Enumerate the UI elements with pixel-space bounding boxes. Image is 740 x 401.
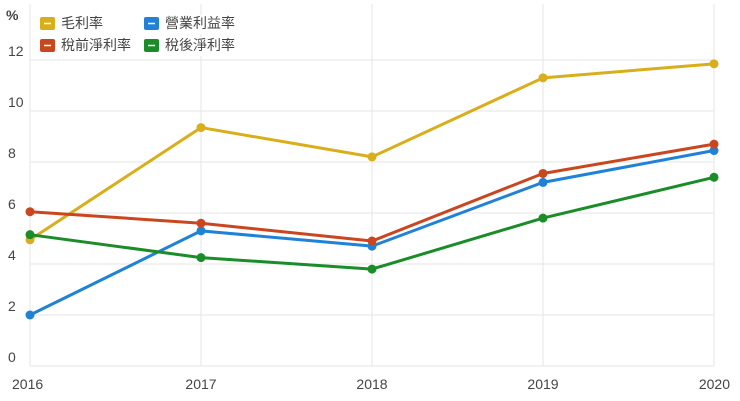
- x-tick-label: 2020: [699, 376, 730, 392]
- legend-label: 毛利率: [61, 15, 103, 32]
- legend-item-bg: [140, 37, 240, 56]
- data-point[interactable]: [25, 230, 35, 240]
- legend-item-bg: [36, 15, 136, 34]
- legend-item-bg: [140, 15, 240, 34]
- legend-item[interactable]: 毛利率: [36, 15, 136, 34]
- legend-item-bg: [36, 37, 136, 56]
- data-point[interactable]: [196, 226, 206, 236]
- data-point[interactable]: [367, 264, 377, 274]
- data-point[interactable]: [538, 213, 548, 223]
- data-point[interactable]: [538, 177, 548, 187]
- data-point[interactable]: [25, 207, 35, 217]
- series-3: [25, 139, 719, 246]
- legend-label: 稅前淨利率: [61, 37, 131, 54]
- data-point[interactable]: [709, 172, 719, 182]
- series-layer: [25, 59, 719, 320]
- data-point[interactable]: [709, 146, 719, 156]
- axis-layer: % 0 2 4 6 8 10 12 2016 2017 2018 2019 2020: [6, 7, 730, 392]
- data-point[interactable]: [196, 218, 206, 228]
- x-tick-label: 2017: [185, 376, 216, 392]
- data-point[interactable]: [367, 236, 377, 246]
- data-point[interactable]: [709, 59, 719, 69]
- series-4: [25, 172, 719, 274]
- data-point[interactable]: [538, 168, 548, 178]
- x-tick-label: 2018: [356, 376, 387, 392]
- legend-label: 營業利益率: [165, 15, 235, 32]
- y-axis-unit-label: %: [6, 7, 19, 23]
- grid-layer: [29, 4, 715, 367]
- data-point[interactable]: [709, 139, 719, 149]
- data-point[interactable]: [25, 310, 35, 320]
- data-point[interactable]: [538, 73, 548, 83]
- legend-item[interactable]: 營業利益率: [140, 15, 240, 34]
- legend-item[interactable]: 稅前淨利率: [36, 37, 136, 56]
- y-tick-label: 0: [8, 349, 16, 365]
- x-tick-label: 2019: [527, 376, 558, 392]
- legend-label: 稅後淨利率: [165, 37, 235, 54]
- y-tick-label: 10: [8, 94, 24, 110]
- y-tick-label: 4: [8, 247, 16, 263]
- y-tick-label: 8: [8, 145, 16, 161]
- data-point[interactable]: [367, 152, 377, 162]
- data-point[interactable]: [196, 253, 206, 263]
- y-tick-label: 12: [8, 43, 24, 59]
- y-tick-label: 6: [8, 196, 16, 212]
- legend-item[interactable]: 稅後淨利率: [140, 37, 240, 56]
- y-tick-label: 2: [8, 298, 16, 314]
- data-point[interactable]: [196, 123, 206, 133]
- x-tick-label: 2016: [12, 376, 43, 392]
